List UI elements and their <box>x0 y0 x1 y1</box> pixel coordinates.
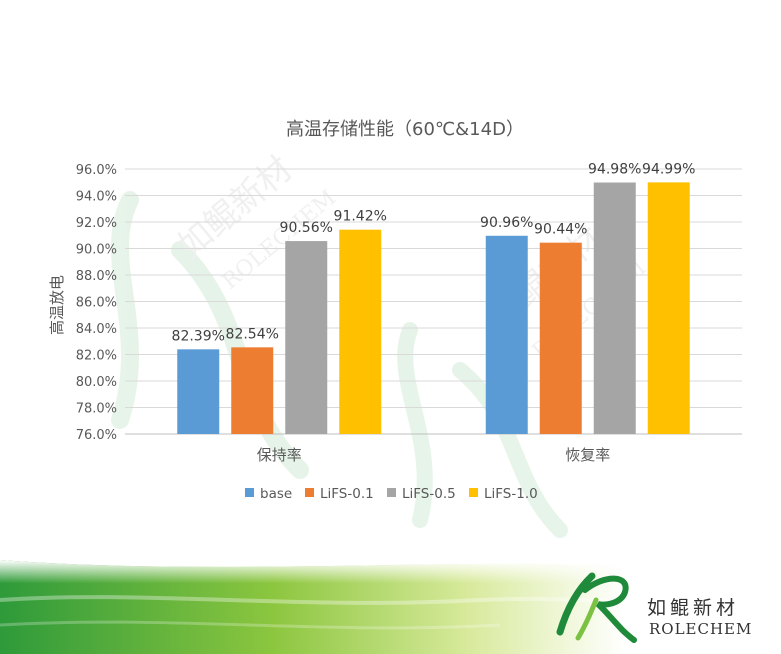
legend-label: LiFS-0.5 <box>402 486 456 502</box>
bar-LiFS-1.0-保持率 <box>339 229 382 434</box>
y-tick-label: 90.0% <box>76 243 117 258</box>
logo-text-en: ROLECHEM <box>649 620 753 638</box>
logo-icon <box>556 572 637 643</box>
y-tick-label: 96.0% <box>76 163 117 178</box>
data-label: 90.56% <box>280 220 333 236</box>
bar-base-保持率 <box>177 349 220 434</box>
y-tick-label: 84.0% <box>76 322 117 337</box>
x-tick-label: 恢复率 <box>565 446 610 464</box>
legend-swatch <box>305 488 314 497</box>
y-tick-labels: 76.0% 78.0% 80.0% 82.0% 84.0% 86.0% 88.0% 90.0%… <box>76 163 117 443</box>
y-tick-label: 88.0% <box>76 269 117 284</box>
data-labels: 82.39% 82.54% 90.56%91.42% 90.96% 90.44% 94.9… <box>172 161 696 344</box>
data-label: 90.96% <box>480 215 533 231</box>
legend-label: LiFS-0.1 <box>320 486 374 502</box>
data-label: 82.54% <box>226 326 279 342</box>
bar-LiFS-0.1-恢复率 <box>539 242 582 434</box>
logo-text-cn: 如鲲新材 <box>647 597 740 619</box>
y-tick-label: 76.0% <box>76 428 117 443</box>
y-axis-label: 高温放电 <box>48 275 66 335</box>
legend-swatch <box>469 488 478 497</box>
data-label: 94.99% <box>642 161 695 177</box>
bar-LiFS-0.1-保持率 <box>231 347 274 434</box>
y-tick-label: 78.0% <box>76 402 117 417</box>
x-tick-label: 保持率 <box>257 446 302 464</box>
legend-swatch <box>245 488 254 497</box>
data-label: 91.42% <box>334 209 387 225</box>
x-tick-labels: 保持率 恢复率 <box>257 446 611 464</box>
bar-LiFS-0.5-保持率 <box>285 241 328 434</box>
y-tick-label: 86.0% <box>76 296 117 311</box>
data-label: 90.44% <box>534 222 587 238</box>
data-label: 94.98% <box>588 162 641 178</box>
bar-base-恢复率 <box>485 235 528 434</box>
bars <box>177 182 690 434</box>
bar-LiFS-1.0-恢复率 <box>647 182 690 434</box>
chart-title: 高温存储性能（60℃&14D） <box>286 119 524 140</box>
legend: base LiFS-0.1 LiFS-0.5 LiFS-1.0 <box>245 486 538 502</box>
legend-swatch <box>387 488 396 497</box>
bar-LiFS-0.5-恢复率 <box>593 182 636 434</box>
gridlines <box>125 168 742 435</box>
legend-label: base <box>260 486 292 502</box>
y-tick-label: 80.0% <box>76 375 117 390</box>
data-label: 82.39% <box>172 328 225 344</box>
y-tick-label: 94.0% <box>76 190 117 205</box>
y-tick-label: 82.0% <box>76 349 117 364</box>
y-tick-label: 92.0% <box>76 216 117 231</box>
legend-label: LiFS-1.0 <box>484 486 538 502</box>
